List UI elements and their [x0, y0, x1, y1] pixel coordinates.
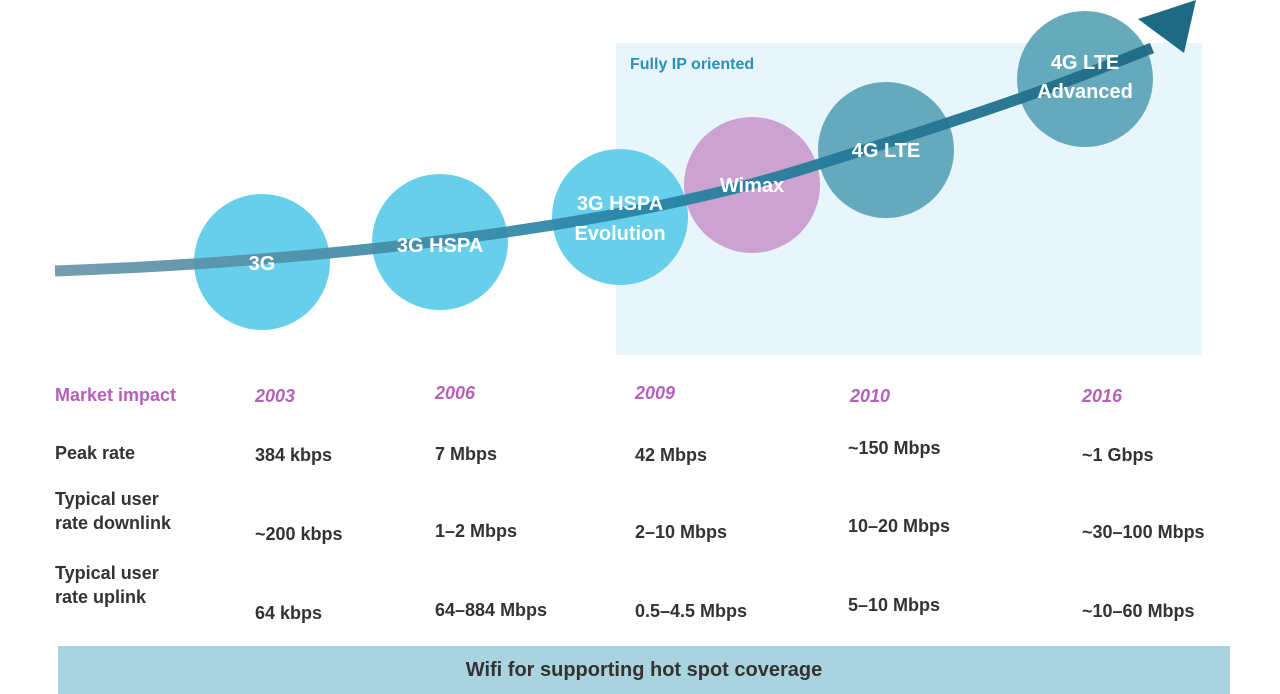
- node-4g-lte-advanced-label: 4G LTE: [1051, 52, 1120, 74]
- downlink-label-line2: rate downlink: [55, 513, 172, 533]
- peak-rate-value: 384 kbps: [255, 445, 333, 465]
- peak-rate-value: ~150 Mbps: [848, 438, 941, 458]
- uplink-value: 64–884 Mbps: [435, 600, 548, 620]
- peak-rate-label: Peak rate: [55, 443, 136, 463]
- peak-rate-value: 42 Mbps: [635, 445, 708, 465]
- uplink-value: 0.5–4.5 Mbps: [635, 601, 748, 621]
- year-3g-hspa-evolution: 2009: [635, 383, 676, 403]
- uplink-value: 5–10 Mbps: [848, 595, 941, 615]
- year-4g-lte: 2010: [850, 386, 891, 406]
- market-impact-label: Market impact: [55, 385, 177, 405]
- downlink-value: ~30–100 Mbps: [1082, 522, 1205, 542]
- uplink-label-line1: Typical user: [55, 563, 159, 583]
- wifi-coverage-label: Wifi for supporting hot spot coverage: [465, 658, 823, 681]
- uplink-label-line2: rate uplink: [55, 587, 147, 607]
- fully-ip-label: Fully IP oriented: [630, 56, 755, 73]
- downlink-value: ~200 kbps: [255, 524, 343, 544]
- trend-arrowhead: [1138, 0, 1196, 53]
- node-4g-lte-advanced-label: Advanced: [1037, 81, 1133, 103]
- wifi-coverage-bar: Wifi for supporting hot spot coverage: [58, 646, 1230, 694]
- peak-rate-value: 7 Mbps: [435, 444, 498, 464]
- year-4g-lte-advanced: 2016: [1082, 386, 1123, 406]
- technology-timeline-graphic: 3G 3G HSPA 3G HSPA Evolution Wimax 4G LTE 4G L…: [54, 0, 1196, 330]
- node-wimax-label: Wimax: [720, 175, 784, 197]
- downlink-value: 2–10 Mbps: [635, 522, 728, 542]
- node-3g-hspa-evolution-label: Evolution: [574, 223, 665, 245]
- year-3g: 2003: [255, 386, 296, 406]
- uplink-label: Typical user rate uplink: [55, 561, 159, 609]
- node-3g-label: 3G: [249, 253, 276, 275]
- downlink-label-line1: Typical user: [55, 489, 159, 509]
- downlink-label: Typical user rate downlink: [55, 487, 171, 535]
- node-3g-hspa-label: 3G HSPA: [397, 235, 483, 257]
- uplink-value: 64 kbps: [255, 603, 323, 623]
- node-4g-lte-circle: [818, 82, 954, 218]
- node-3g-hspa-evolution-label: 3G HSPA: [577, 193, 663, 215]
- uplink-value: ~10–60 Mbps: [1082, 601, 1195, 621]
- trend-arrow: [54, 42, 1155, 277]
- node-4g-lte-label: 4G LTE: [852, 140, 921, 162]
- downlink-value: 10–20 Mbps: [848, 516, 951, 536]
- peak-rate-value: ~1 Gbps: [1082, 445, 1154, 465]
- year-3g-hspa: 2006: [435, 383, 476, 403]
- downlink-value: 1–2 Mbps: [435, 521, 518, 541]
